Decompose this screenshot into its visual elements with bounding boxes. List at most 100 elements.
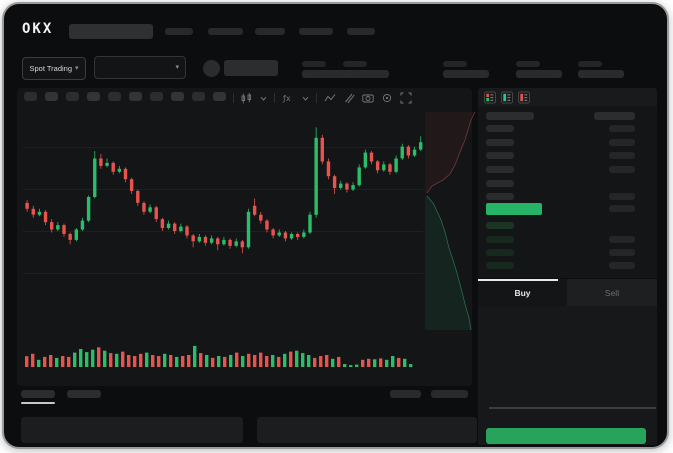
book-asks-icon[interactable] bbox=[518, 91, 530, 104]
book-combined-icon[interactable] bbox=[484, 91, 496, 104]
chart-panel: ƒx bbox=[17, 88, 476, 386]
line-type-icon[interactable] bbox=[324, 92, 336, 104]
ask-row-amount-placeholder bbox=[609, 139, 635, 146]
ask-row-price-placeholder bbox=[486, 139, 514, 146]
ask-row-amount-placeholder bbox=[609, 205, 635, 212]
fullscreen-icon[interactable] bbox=[400, 92, 412, 104]
chart-gridline bbox=[23, 147, 423, 148]
toolbar-button-placeholder[interactable] bbox=[45, 92, 58, 101]
nav-item-placeholder[interactable] bbox=[208, 28, 243, 35]
volume-bars bbox=[25, 345, 413, 367]
chevron-down-icon[interactable] bbox=[260, 95, 267, 102]
bottom-action-placeholder[interactable] bbox=[390, 390, 421, 398]
price-placeholder bbox=[224, 60, 278, 76]
bottom-tab-active-indicator bbox=[21, 402, 55, 404]
nav-item-placeholder[interactable] bbox=[347, 28, 375, 35]
depth-chart bbox=[425, 111, 476, 330]
tab-buy[interactable]: Buy bbox=[478, 279, 567, 306]
trading-app-window: OKX Spot Trading ▾ ▾ ƒx Buy Sell bbox=[2, 2, 669, 449]
toolbar-button-placeholder[interactable] bbox=[129, 92, 142, 101]
chart-gridline bbox=[23, 189, 423, 190]
toolbar-divider bbox=[274, 93, 275, 103]
bid-row-price-placeholder bbox=[486, 222, 514, 229]
order-book[interactable] bbox=[478, 106, 657, 278]
bottom-action-placeholder[interactable] bbox=[431, 390, 468, 398]
settings-icon[interactable] bbox=[381, 92, 393, 104]
candlestick-chart[interactable] bbox=[25, 116, 425, 278]
pair-select-dropdown[interactable]: ▾ bbox=[94, 56, 186, 79]
pair-icon-placeholder bbox=[203, 60, 220, 77]
nav-item-placeholder[interactable] bbox=[299, 28, 333, 35]
amount-slider[interactable] bbox=[489, 407, 656, 409]
stat-value-placeholder bbox=[443, 70, 489, 78]
toolbar-button-placeholder[interactable] bbox=[66, 92, 79, 101]
orders-table-placeholder bbox=[257, 417, 477, 443]
book-header-amount-placeholder bbox=[594, 112, 635, 120]
nav-item-placeholder[interactable] bbox=[165, 28, 193, 35]
stat-label-placeholder bbox=[343, 61, 367, 67]
market-type-label: Spot Trading bbox=[29, 64, 72, 73]
tab-sell[interactable]: Sell bbox=[567, 279, 657, 306]
buy-submit-button[interactable] bbox=[486, 428, 646, 444]
chevron-down-icon: ▾ bbox=[75, 65, 79, 72]
bottom-tab-placeholder[interactable] bbox=[67, 390, 101, 398]
chevron-down-icon: ▾ bbox=[175, 64, 179, 71]
toolbar-button-placeholder[interactable] bbox=[87, 92, 100, 101]
bid-row-price-placeholder bbox=[486, 262, 514, 269]
toolbar-divider bbox=[316, 93, 317, 103]
ask-row-price-placeholder bbox=[486, 125, 514, 132]
ask-row-price-placeholder bbox=[486, 180, 514, 187]
tab-sell-label: Sell bbox=[604, 287, 620, 298]
ask-row-price-placeholder bbox=[486, 166, 514, 173]
ask-row-price-placeholder bbox=[486, 152, 514, 159]
toolbar-button-placeholder[interactable] bbox=[150, 92, 163, 101]
stat-label-placeholder bbox=[516, 61, 540, 67]
ask-row-amount-placeholder bbox=[609, 125, 635, 132]
indicators-icon[interactable]: ƒx bbox=[282, 92, 295, 104]
stat-label-placeholder bbox=[578, 61, 602, 67]
ask-row-price-placeholder bbox=[486, 193, 514, 200]
chart-toolbar: ƒx bbox=[233, 91, 412, 105]
bid-row-price-placeholder bbox=[486, 249, 514, 256]
bid-row-amount-placeholder bbox=[609, 262, 635, 269]
stat-label-placeholder bbox=[443, 61, 467, 67]
ask-row-amount-placeholder bbox=[609, 166, 635, 173]
camera-icon[interactable] bbox=[362, 92, 374, 104]
toolbar-button-placeholder[interactable] bbox=[171, 92, 184, 101]
bid-row-amount-placeholder bbox=[609, 236, 635, 243]
candle-type-icon[interactable] bbox=[241, 92, 253, 105]
chevron-down-icon[interactable] bbox=[302, 95, 309, 102]
toolbar-button-placeholder[interactable] bbox=[213, 92, 226, 101]
stat-value-placeholder bbox=[578, 70, 624, 78]
book-header-price-placeholder bbox=[486, 112, 534, 120]
chart-gridline bbox=[23, 231, 423, 232]
orders-table-placeholder bbox=[21, 417, 243, 443]
book-bids-icon[interactable] bbox=[501, 91, 513, 104]
orderbook-view-toolbar bbox=[478, 88, 657, 106]
order-panel: Buy Sell bbox=[478, 88, 657, 445]
stat-value-placeholder bbox=[343, 70, 389, 78]
last-price-highlight bbox=[486, 203, 542, 215]
bid-row-price-placeholder bbox=[486, 236, 514, 243]
draw-icon[interactable] bbox=[343, 92, 355, 104]
chart-gridline bbox=[23, 273, 423, 274]
toolbar-button-placeholder[interactable] bbox=[24, 92, 37, 101]
svg-text:ƒx: ƒx bbox=[282, 94, 291, 103]
tab-buy-label: Buy bbox=[514, 287, 531, 298]
nav-primary-placeholder[interactable] bbox=[69, 24, 153, 39]
active-tab-indicator bbox=[478, 279, 558, 281]
toolbar-button-placeholder[interactable] bbox=[192, 92, 205, 101]
toolbar-divider bbox=[233, 93, 234, 103]
market-type-dropdown[interactable]: Spot Trading ▾ bbox=[22, 57, 86, 80]
stat-label-placeholder bbox=[302, 61, 326, 67]
stat-value-placeholder bbox=[516, 70, 562, 78]
bottom-tab-placeholder[interactable] bbox=[21, 390, 55, 398]
ask-row-amount-placeholder bbox=[609, 152, 635, 159]
nav-item-placeholder[interactable] bbox=[255, 28, 285, 35]
ask-row-amount-placeholder bbox=[609, 193, 635, 200]
order-form bbox=[478, 306, 657, 445]
bid-row-amount-placeholder bbox=[609, 249, 635, 256]
toolbar-button-placeholder[interactable] bbox=[108, 92, 121, 101]
okx-logo[interactable]: OKX bbox=[22, 21, 54, 37]
stat-value-placeholder bbox=[302, 70, 348, 78]
